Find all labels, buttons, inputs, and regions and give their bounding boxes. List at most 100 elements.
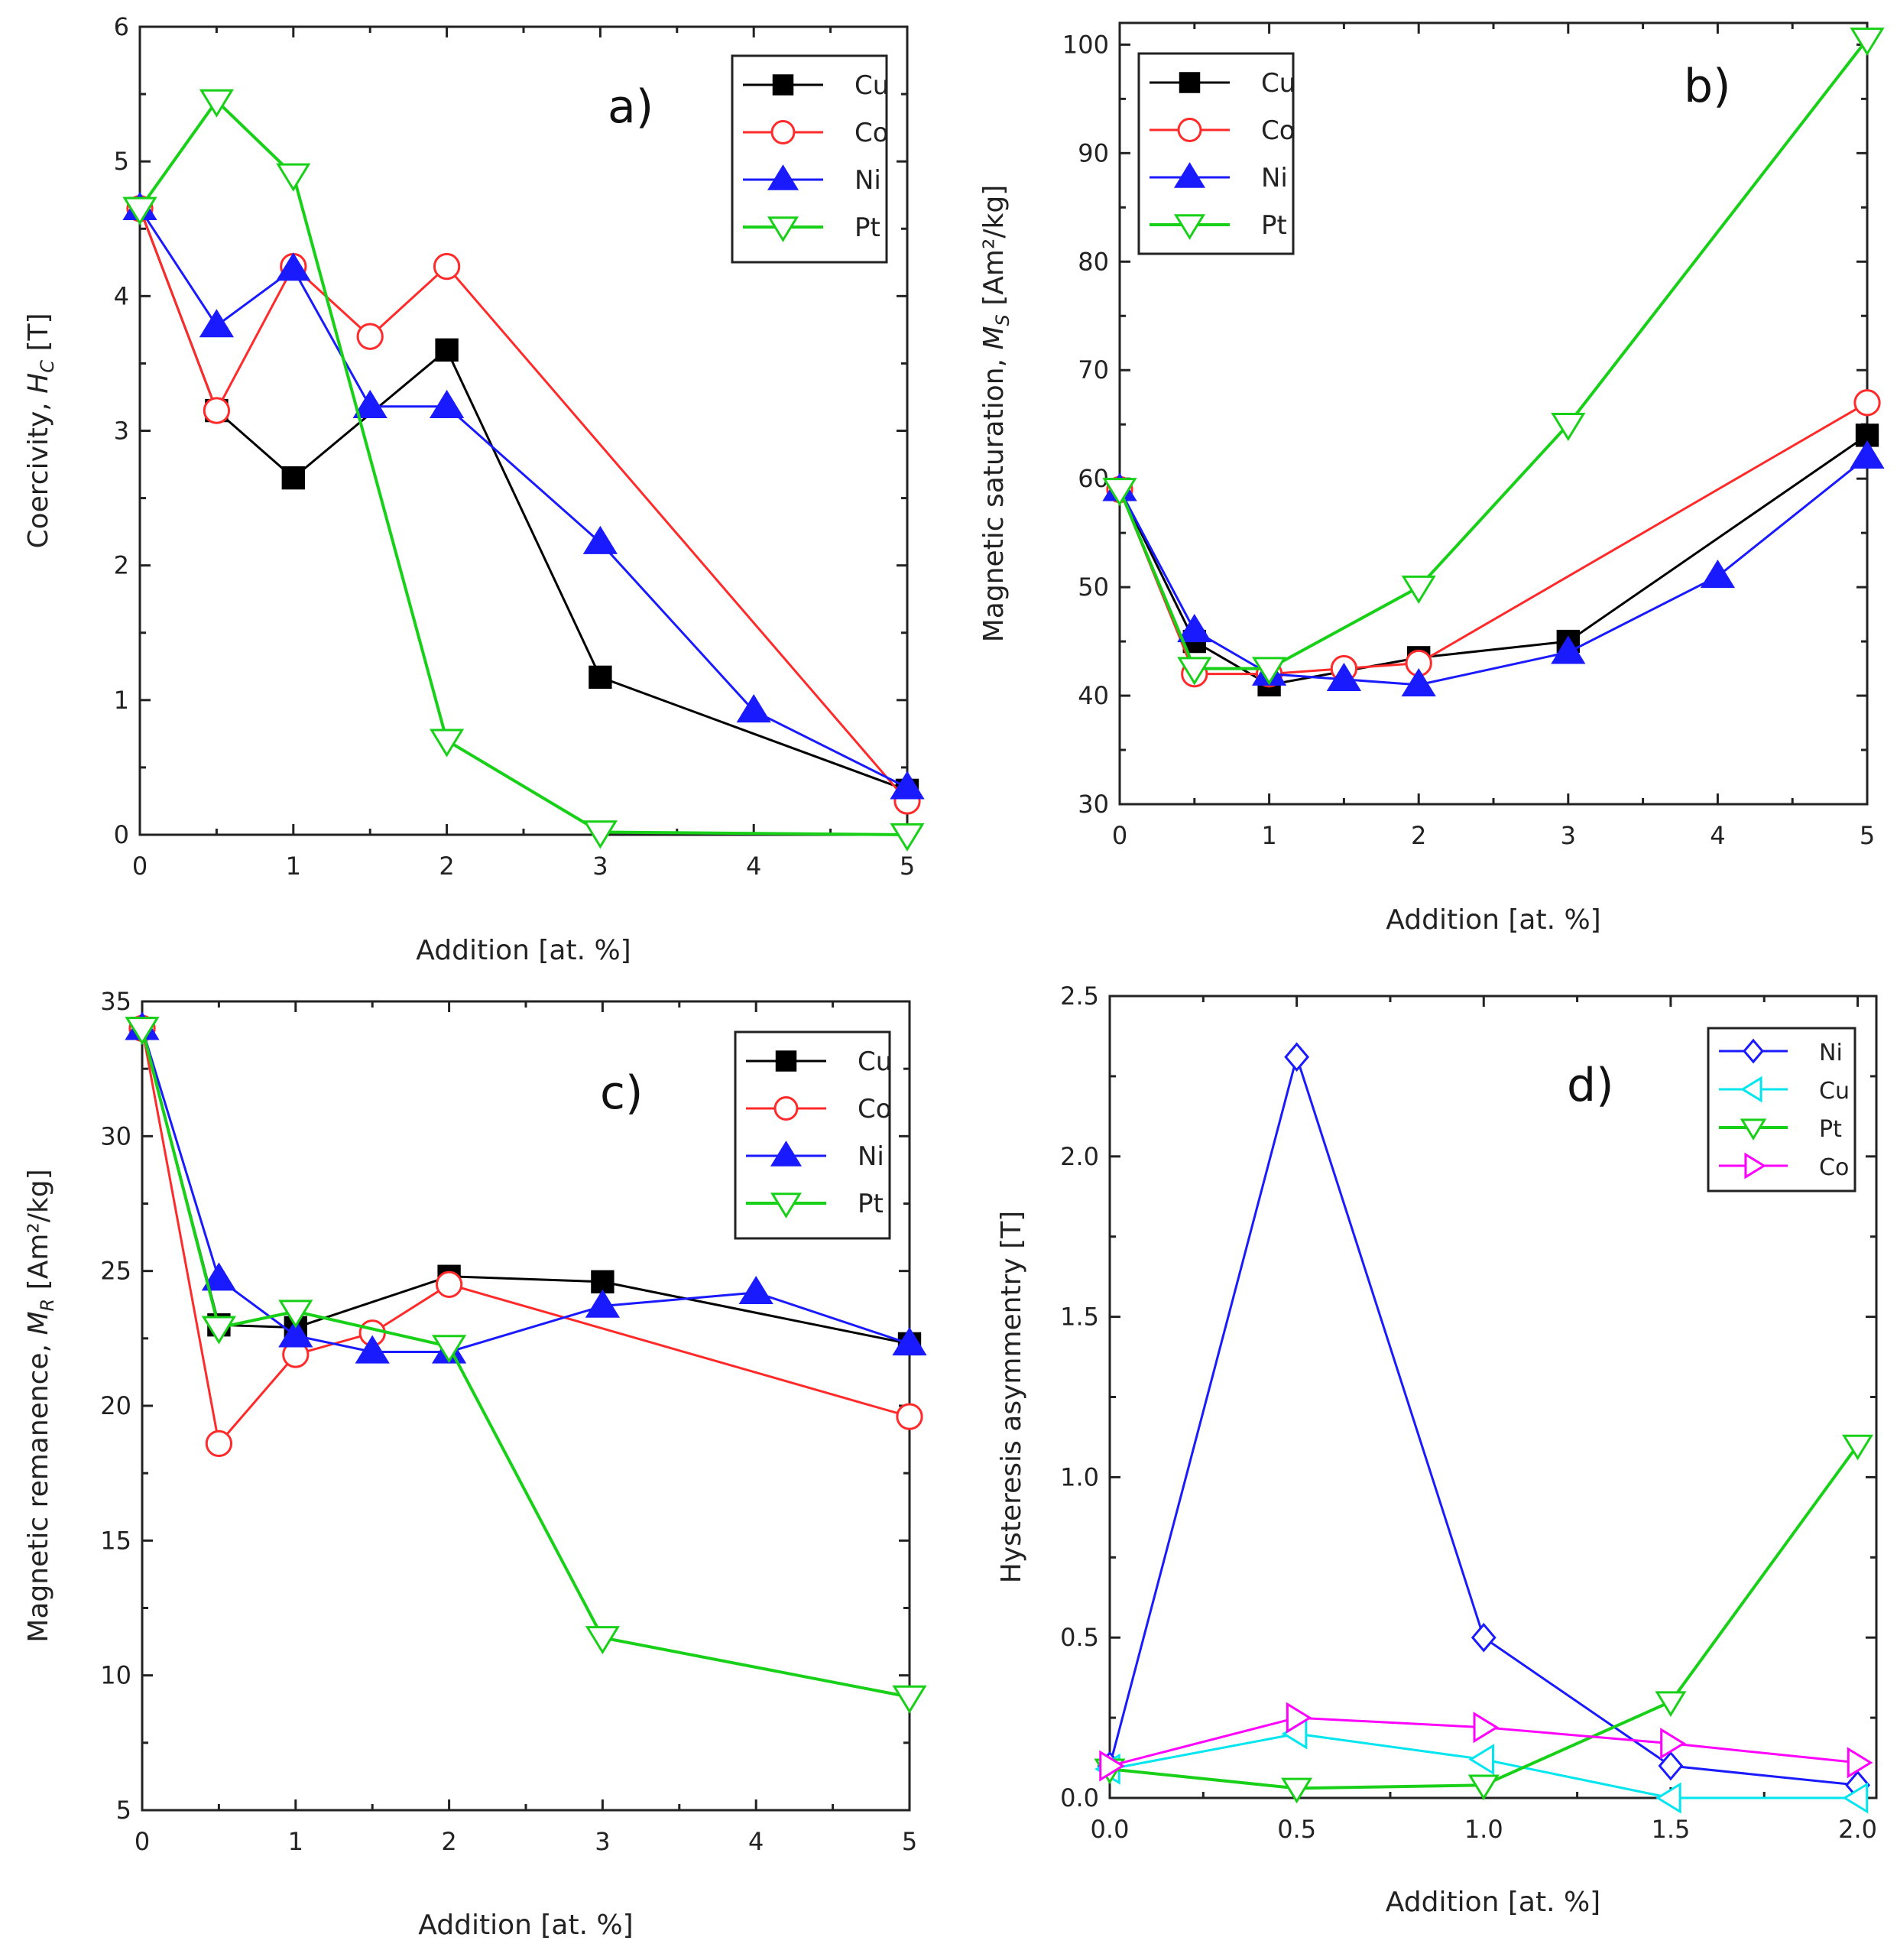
legend-label-cu: Cu — [858, 1047, 892, 1077]
y-axis-title-unit: [Am²/kg] — [23, 1169, 54, 1299]
x-tick-label: 2 — [441, 1827, 456, 1856]
data-point-pt — [585, 1626, 621, 1655]
data-point-cu — [435, 338, 459, 362]
series-pt — [125, 1017, 927, 1714]
y-tick-label: 30 — [1078, 790, 1109, 819]
data-point-cu — [1468, 1744, 1495, 1776]
legend-marker-pt — [770, 1193, 803, 1219]
data-point-ni — [892, 1327, 927, 1356]
data-point-ni — [738, 1276, 773, 1305]
x-tick-label: 5 — [900, 852, 915, 881]
data-point-co — [1286, 1702, 1312, 1734]
y-tick-label: 70 — [1078, 355, 1109, 385]
data-point-ni — [201, 1262, 237, 1291]
x-axis-title: Addition [at. %] — [418, 1910, 633, 1941]
data-point-ni — [1700, 560, 1736, 589]
y-tick-label: 2 — [114, 551, 129, 580]
data-point-ni — [1401, 667, 1436, 697]
legend-box — [1137, 52, 1295, 255]
legend-label-ni: Ni — [854, 165, 881, 196]
y-axis-title: Magnetic remanence, MR [Am²/kg] — [23, 1169, 58, 1642]
legend-marker-ni — [770, 1141, 803, 1167]
data-point-pt — [122, 196, 157, 226]
y-axis-title: Magnetic saturation, MS [Am²/kg] — [978, 185, 1013, 643]
legend-marker-cu — [775, 1050, 797, 1072]
legend-box — [1707, 1027, 1856, 1193]
legend-marker-cu — [1740, 1076, 1762, 1103]
data-point-co — [203, 397, 231, 424]
legend-marker-co — [773, 1096, 799, 1121]
x-tick-label: 5 — [1860, 821, 1875, 850]
y-tick-label: 6 — [114, 12, 129, 41]
y-axis-title-subscript: R — [37, 1299, 58, 1312]
legend: Cu Co Ni Pt — [734, 1030, 892, 1240]
y-axis-title-symbol: M — [978, 326, 1010, 349]
data-point-ni — [199, 309, 235, 338]
data-point-ni — [355, 1335, 390, 1364]
data-point-pt — [125, 1017, 160, 1046]
x-tick-label: 1 — [1261, 821, 1276, 850]
y-tick-label: 35 — [100, 987, 131, 1016]
legend-label-pt: Pt — [858, 1189, 884, 1219]
legend-label-co: Co — [858, 1094, 892, 1124]
series-line-cu — [1118, 434, 1868, 686]
data-point-pt — [1401, 575, 1436, 604]
series-pt — [122, 89, 925, 852]
data-point-ni — [278, 1319, 313, 1348]
series-pt — [1094, 1434, 1874, 1804]
legend-marker-ni — [1743, 1038, 1764, 1064]
series-line-co — [1118, 401, 1868, 676]
data-point-pt — [276, 163, 311, 192]
panel-label: c) — [600, 1066, 643, 1120]
data-point-ni — [890, 771, 925, 800]
data-point-cu — [1655, 1782, 1681, 1814]
panel-label: a) — [608, 80, 653, 134]
data-point-pt — [429, 729, 465, 758]
x-tick-label: 2 — [439, 852, 454, 881]
legend-marker-pt — [1173, 214, 1206, 240]
data-point-pt — [278, 1300, 313, 1329]
series-line-pt — [1118, 38, 1869, 670]
y-axis-title-main: Hysteresis asymmentry [T] — [996, 1211, 1027, 1583]
legend-marker-ni — [1173, 162, 1206, 188]
series-line-pt — [141, 1027, 910, 1699]
y-tick-label: 0 — [114, 820, 129, 849]
data-point-ni — [276, 252, 311, 281]
x-tick-label: 0 — [135, 1827, 150, 1856]
y-tick-label: 30 — [100, 1121, 131, 1150]
data-point-cu — [1842, 1782, 1869, 1814]
data-point-cu — [281, 466, 305, 490]
series-cu — [128, 196, 919, 803]
y-axis-title: Coercivity, HC [T] — [23, 313, 58, 548]
legend-label-pt: Pt — [854, 213, 880, 243]
legend-marker-pt — [1740, 1118, 1767, 1141]
y-tick-label: 5 — [114, 147, 129, 176]
y-tick-label: 90 — [1078, 138, 1109, 167]
x-axis-title: Addition [at. %] — [416, 935, 631, 966]
y-tick-label: 100 — [1062, 30, 1109, 59]
x-tick-label: 3 — [592, 852, 608, 881]
y-tick-label: 80 — [1078, 247, 1109, 276]
data-point-ni — [1284, 1042, 1310, 1072]
data-point-ni — [1326, 662, 1362, 691]
y-tick-label: 1 — [114, 686, 129, 715]
chart-panel-c: 0 1 2 3 4 5 5 10 15 20 25 30 35 Addition [at. %] Magne… — [23, 987, 927, 1941]
series-co — [1099, 1702, 1873, 1782]
x-tick-label: 0.0 — [1091, 1815, 1130, 1844]
x-tick-label: 4 — [1710, 821, 1725, 850]
data-point-pt — [1850, 28, 1885, 57]
legend-label-co: Co — [1261, 115, 1295, 146]
x-axis-title: Addition [at. %] — [1386, 1887, 1600, 1918]
data-point-co — [896, 1403, 923, 1430]
data-point-cu — [589, 665, 612, 690]
panel-label: b) — [1684, 60, 1731, 113]
series-line-ni — [138, 208, 908, 789]
y-axis-title-symbol: H — [23, 373, 54, 394]
data-point-co — [1099, 1750, 1125, 1782]
data-point-pt — [431, 1335, 467, 1364]
legend-marker-co — [1744, 1152, 1766, 1180]
data-point-co — [1660, 1728, 1686, 1760]
data-point-co — [1853, 389, 1881, 417]
